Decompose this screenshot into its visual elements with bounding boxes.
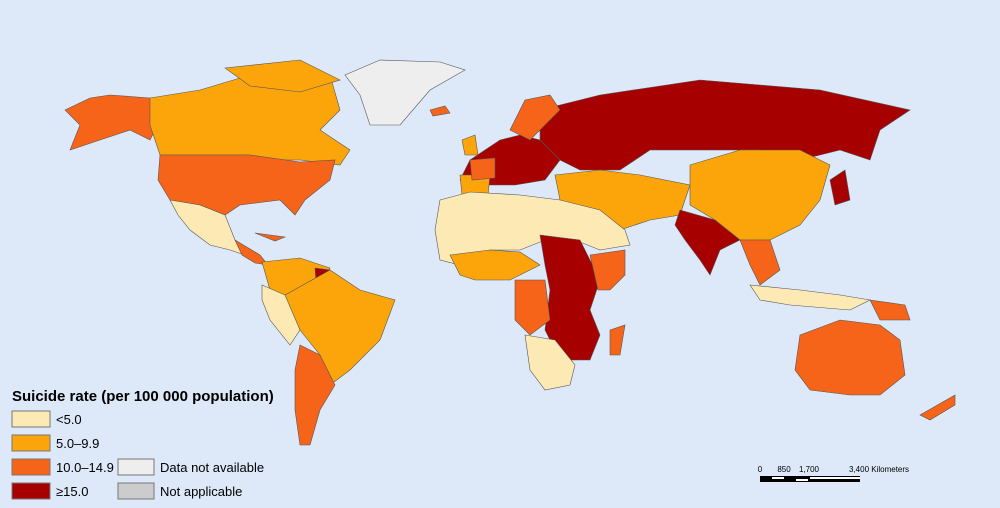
legend-swatch bbox=[117, 458, 155, 476]
scale-segment bbox=[796, 479, 808, 481]
legend-label: Not applicable bbox=[160, 484, 242, 499]
legend-label: <5.0 bbox=[56, 412, 82, 427]
legend-label: 10.0–14.9 bbox=[56, 460, 114, 475]
scale-bar: 0 850 1,700 3,400 Kilometers bbox=[758, 465, 909, 482]
scale-segment bbox=[810, 477, 860, 479]
scale-label: 0 bbox=[758, 465, 763, 474]
countries bbox=[64, 59, 956, 446]
scale-label: 1,700 bbox=[799, 465, 820, 474]
legend-swatch bbox=[11, 482, 51, 500]
legend-swatch bbox=[11, 458, 51, 476]
legend-label: Data not available bbox=[160, 460, 264, 475]
legend: Suicide rate (per 100 000 population) <5… bbox=[11, 388, 274, 500]
scale-segment bbox=[772, 477, 784, 479]
legend-swatch bbox=[11, 410, 51, 428]
legend-label: 5.0–9.9 bbox=[56, 436, 99, 451]
legend-swatch bbox=[11, 434, 51, 452]
legend-label: ≥15.0 bbox=[56, 484, 88, 499]
legend-title: Suicide rate (per 100 000 population) bbox=[12, 388, 274, 405]
scale-label: 3,400 Kilometers bbox=[849, 465, 909, 474]
legend-swatch bbox=[117, 482, 155, 500]
scale-label: 850 bbox=[777, 465, 791, 474]
